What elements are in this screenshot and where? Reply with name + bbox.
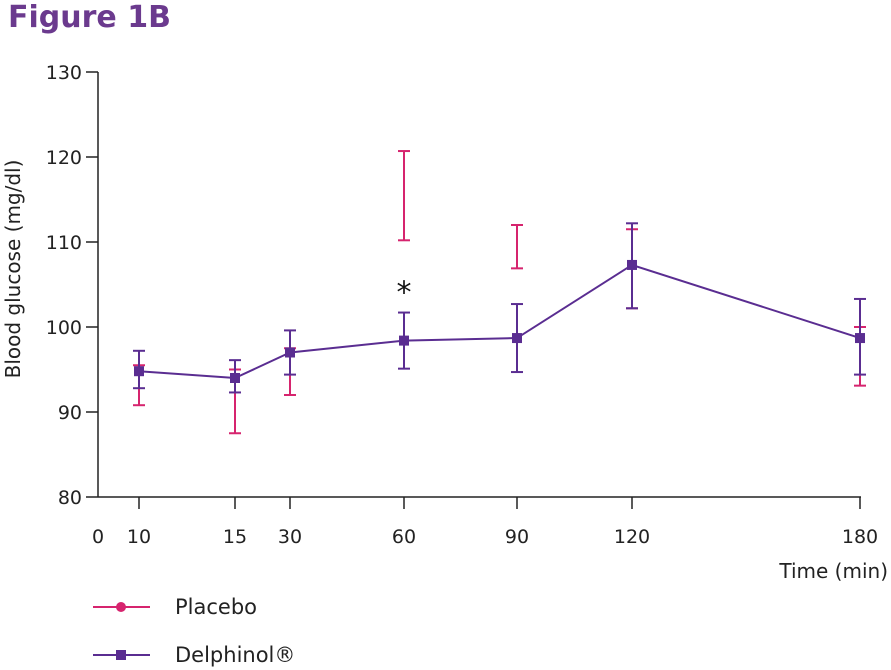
- delphinol-point: [855, 333, 865, 344]
- delphinol-point: [627, 259, 637, 270]
- legend-placebo-label: Placebo: [175, 595, 257, 619]
- legend-placebo-marker: [116, 602, 126, 612]
- y-tick-label: 90: [58, 402, 82, 424]
- y-tick-label: 100: [46, 317, 82, 339]
- placebo-error-bar: [398, 150, 410, 242]
- x-axis-label: Time (min): [778, 559, 888, 583]
- delphinol-point: [230, 373, 240, 383]
- y-tick-label: 110: [46, 232, 82, 254]
- placebo-error-bar: [511, 224, 523, 270]
- x-tick-label: 120: [614, 526, 650, 548]
- delphinol-point: [399, 335, 409, 346]
- x-tick-label: 0: [92, 526, 104, 548]
- delphinol-point: [512, 333, 522, 344]
- y-tick-label: 80: [58, 487, 82, 509]
- delphinol-line: [138, 263, 861, 380]
- figure-title: Figure 1B: [8, 0, 171, 35]
- x-tick-label: 180: [842, 526, 878, 548]
- significance-asterisk: *: [397, 276, 412, 311]
- x-tick-label: 60: [392, 526, 416, 548]
- x-tick-label: 30: [278, 526, 302, 548]
- x-tick-label: 15: [223, 526, 247, 548]
- delphinol-point: [134, 366, 144, 377]
- legend-delphinol-label: Delphinol®: [175, 643, 295, 667]
- y-tick-label: 120: [46, 147, 82, 169]
- legend: Placebo Delphinol®: [93, 595, 295, 667]
- legend-delphinol-marker: [116, 650, 126, 660]
- x-tick-label: 90: [505, 526, 529, 548]
- x-tick-label: 10: [127, 526, 151, 548]
- y-axis-label: Blood glucose (mg/dl): [1, 160, 25, 379]
- y-tick-label: 130: [46, 62, 82, 84]
- delphinol-point: [285, 347, 295, 358]
